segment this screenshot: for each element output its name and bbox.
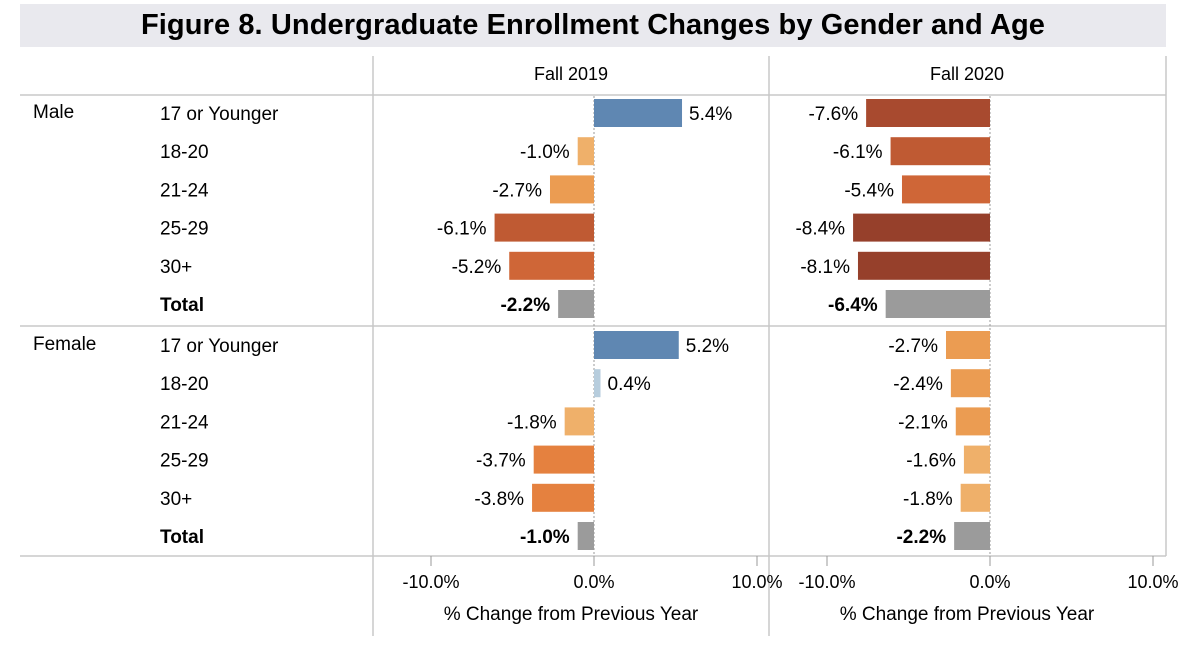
data-label: 5.4% <box>689 104 732 125</box>
data-label: -2.2% <box>500 295 550 316</box>
title-bar: Figure 8. Undergraduate Enrollment Chang… <box>20 4 1166 47</box>
x-tick-label: 0.0% <box>573 572 614 592</box>
row-label: 18-20 <box>160 142 209 163</box>
data-label: -2.2% <box>896 527 946 548</box>
row-label: Total <box>160 295 204 316</box>
bar <box>594 99 683 127</box>
data-label: -7.6% <box>808 104 858 125</box>
group-label-male: Male <box>33 102 74 123</box>
row-label: 21-24 <box>160 180 209 201</box>
bar <box>577 522 594 550</box>
data-label: -1.8% <box>903 489 953 510</box>
data-label: 5.2% <box>686 336 729 357</box>
data-label: -5.4% <box>844 180 894 201</box>
data-label: -1.8% <box>507 412 557 433</box>
bar <box>866 99 990 127</box>
data-label: -3.7% <box>476 451 526 472</box>
bar <box>890 137 990 166</box>
row-label: 30+ <box>160 257 192 278</box>
bar <box>549 175 594 204</box>
row-label: 30+ <box>160 489 192 510</box>
bar <box>960 483 990 512</box>
data-label: -5.2% <box>452 257 502 278</box>
x-tick-label: 10.0% <box>731 572 782 592</box>
x-axis-label-0: % Change from Previous Year <box>444 604 699 625</box>
bar <box>509 251 594 280</box>
data-label: -2.7% <box>888 336 938 357</box>
chart-title: Figure 8. Undergraduate Enrollment Chang… <box>140 9 1046 41</box>
data-label: 0.4% <box>608 374 651 395</box>
row-label: 17 or Younger <box>160 104 279 125</box>
bar <box>950 369 990 398</box>
bar <box>857 251 990 280</box>
bar <box>532 483 594 512</box>
bar <box>901 175 990 204</box>
x-tick-label: 10.0% <box>1127 572 1178 592</box>
row-label: 21-24 <box>160 412 209 433</box>
data-label: -2.1% <box>898 412 948 433</box>
panel-header-1: Fall 2020 <box>930 64 1004 84</box>
row-label: 25-29 <box>160 451 209 472</box>
row-label: Total <box>160 527 204 548</box>
bar <box>945 331 990 359</box>
data-label: -6.4% <box>828 295 878 316</box>
x-axis-label-1: % Change from Previous Year <box>840 604 1095 625</box>
data-label: -8.1% <box>800 257 850 278</box>
bar <box>955 407 990 436</box>
bar <box>853 213 990 242</box>
bar <box>963 445 990 474</box>
data-label: -1.0% <box>520 527 570 548</box>
row-label: 18-20 <box>160 374 209 395</box>
panel-header-0: Fall 2019 <box>534 64 608 84</box>
bar <box>564 407 594 436</box>
bar <box>954 522 990 550</box>
x-tick-label: 0.0% <box>969 572 1010 592</box>
bar <box>885 290 990 318</box>
row-label: 25-29 <box>160 219 209 240</box>
data-label: -1.6% <box>906 451 956 472</box>
bar <box>533 445 594 474</box>
bar <box>577 137 594 166</box>
data-label: -6.1% <box>833 142 883 163</box>
data-label: -3.8% <box>474 489 524 510</box>
bar <box>558 290 594 318</box>
bar <box>594 331 679 359</box>
bar <box>494 213 594 242</box>
group-label-female: Female <box>33 334 96 355</box>
data-label: -8.4% <box>795 219 845 240</box>
x-tick-label: -10.0% <box>402 572 459 592</box>
data-label: -2.7% <box>492 180 542 201</box>
bar <box>594 369 601 398</box>
row-label: 17 or Younger <box>160 336 279 357</box>
data-label: -1.0% <box>520 142 570 163</box>
x-tick-label: -10.0% <box>798 572 855 592</box>
data-label: -2.4% <box>893 374 943 395</box>
data-label: -6.1% <box>437 219 487 240</box>
